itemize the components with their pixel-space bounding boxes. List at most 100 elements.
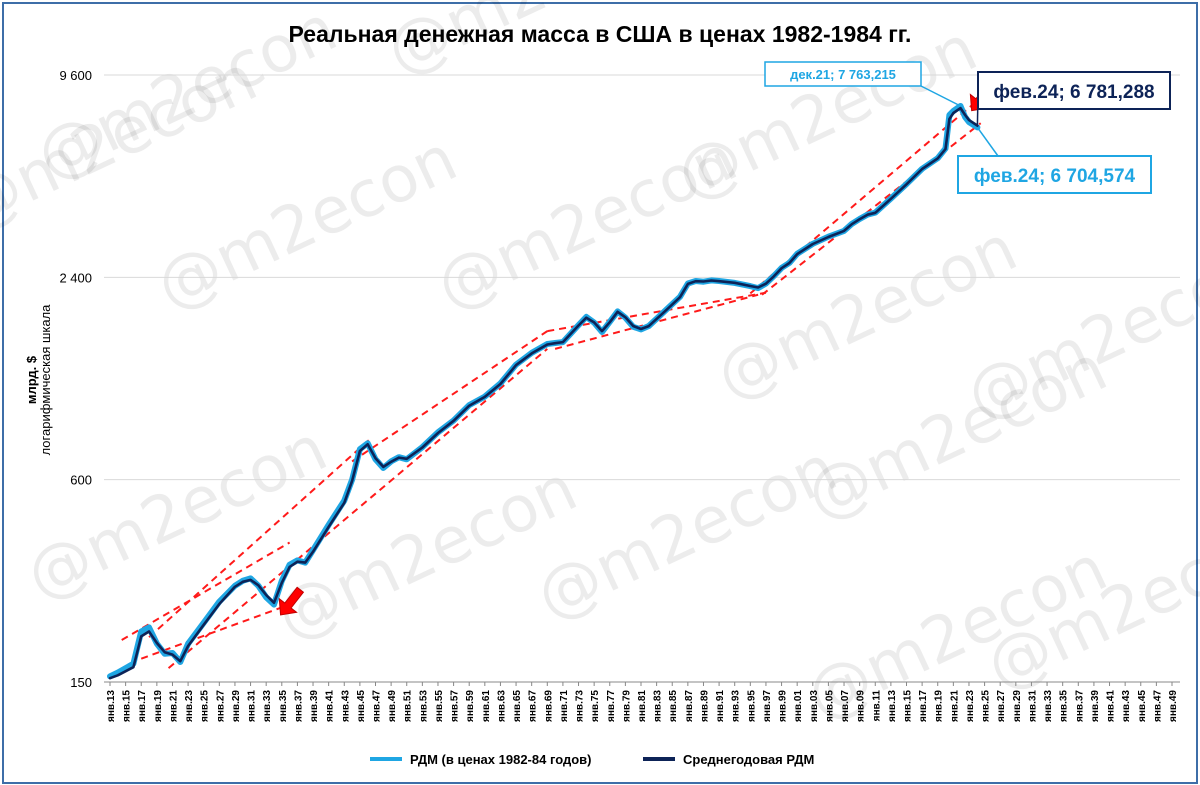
x-tick-label: янв.77: [606, 690, 617, 722]
x-tick-label: янв.27: [996, 690, 1007, 722]
x-tick-label: янв.47: [1152, 690, 1163, 722]
trend-line: [121, 541, 291, 641]
y-axis-label: млрд. $ логарифмическая шкала: [24, 304, 53, 456]
x-tick-label: янв.71: [559, 690, 570, 722]
x-tick-label: янв.47: [372, 690, 383, 722]
x-tick-label: янв.25: [981, 690, 992, 722]
x-tick-label: янв.09: [856, 690, 867, 722]
x-tick-label: янв.05: [824, 690, 835, 722]
x-tick-label: янв.31: [247, 690, 258, 722]
trend-line: [148, 436, 373, 638]
x-tick-label: янв.35: [1059, 690, 1070, 722]
x-tick-label: янв.95: [746, 690, 757, 722]
x-tick-label: янв.87: [684, 690, 695, 722]
x-tick-label: янв.99: [778, 690, 789, 722]
y-tick-label: 2 400: [59, 270, 92, 285]
y-axis-label-scale: логарифмическая шкала: [38, 304, 53, 456]
x-tick-label: янв.13: [887, 690, 898, 722]
legend-label-annual: Среднегодовая РДМ: [683, 752, 814, 767]
x-tick-label: янв.37: [1074, 690, 1085, 722]
x-tick-label: янв.27: [215, 690, 226, 722]
x-tick-label: янв.61: [481, 690, 492, 722]
x-tick-label: янв.07: [840, 690, 851, 722]
watermark-layer: @m2econ@m2econ@m2econ@m2econ@m2econ@m2ec…: [0, 0, 1200, 735]
watermark-text: @m2econ: [145, 122, 468, 325]
annotation-leader-dec21: [920, 85, 961, 107]
x-tick-label: янв.45: [356, 690, 367, 722]
y-tick-label: 9 600: [59, 68, 92, 83]
x-tick-label: янв.33: [1043, 690, 1054, 722]
x-tick-label: янв.49: [387, 690, 398, 722]
annotation-box-feb24-annual: [977, 71, 1171, 110]
x-tick-label: янв.23: [965, 690, 976, 722]
series-line-annual: [108, 106, 979, 680]
annotation-leader-feb24-rdm: [976, 126, 999, 157]
x-tick-label: янв.17: [918, 690, 929, 722]
x-tick-label: янв.49: [1168, 690, 1179, 722]
x-tick-label: янв.31: [1027, 690, 1038, 722]
x-tick-label: янв.73: [575, 690, 586, 722]
x-tick-label: янв.81: [637, 690, 648, 722]
x-tick-label: янв.15: [122, 690, 133, 722]
y-tick-label: 150: [70, 675, 92, 690]
x-tick-label: янв.39: [309, 690, 320, 722]
x-tick-label: янв.43: [1121, 690, 1132, 722]
x-tick-label: янв.35: [278, 690, 289, 722]
x-tick-label: янв.19: [934, 690, 945, 722]
x-tick-label: янв.89: [699, 690, 710, 722]
x-tick-label: янв.13: [106, 690, 117, 722]
y-axis-label-units: млрд. $: [24, 355, 39, 404]
x-tick-label: янв.91: [715, 690, 726, 722]
legend: РДМ (в ценах 1982-84 годов) Среднегодова…: [370, 752, 814, 767]
x-tick-label: янв.93: [731, 690, 742, 722]
annotation-label: фев.24; 6 781,288: [993, 82, 1154, 103]
x-tick-label: янв.83: [653, 690, 664, 722]
x-tick-label: янв.65: [512, 690, 523, 722]
x-tick-label: янв.33: [262, 690, 273, 722]
x-tick-labels: янв.13 янв.15 янв.17 янв.19 янв.21 янв.23 янв.…: [106, 682, 1179, 722]
x-tick-label: янв.79: [621, 690, 632, 722]
x-tick-label: янв.29: [231, 690, 242, 722]
trend-line: [351, 330, 548, 463]
legend-label-rdm: РДМ (в ценах 1982-84 годов): [410, 752, 591, 767]
x-tick-label: янв.23: [184, 690, 195, 722]
x-tick-label: янв.21: [949, 690, 960, 722]
x-tick-label: янв.01: [793, 690, 804, 722]
x-tick-label: янв.69: [543, 690, 554, 722]
annotation-box-feb24-rdm: [957, 155, 1152, 194]
x-tick-label: янв.75: [590, 690, 601, 722]
x-tick-label: янв.29: [1012, 690, 1023, 722]
annotation-label: дек.21; 7 763,215: [790, 67, 896, 82]
x-tick-label: янв.55: [434, 690, 445, 722]
x-tick-label: янв.17: [137, 690, 148, 722]
x-tick-label: янв.59: [465, 690, 476, 722]
x-tick-label: янв.85: [668, 690, 679, 722]
chart-title: Реальная денежная масса в США в ценах 19…: [289, 21, 912, 47]
trend-line: [167, 348, 548, 669]
x-tick-label: янв.21: [168, 690, 179, 722]
x-tick-label: янв.67: [528, 690, 539, 722]
x-tick-label: янв.03: [809, 690, 820, 722]
x-tick-label: янв.11: [871, 690, 882, 722]
series-layer: [107, 103, 981, 680]
x-tick-label: янв.51: [403, 690, 414, 722]
y-tick-labels: 9 600 2 400 600 150: [59, 68, 92, 690]
annotation-box-dec21: [764, 61, 922, 87]
x-tick-label: янв.37: [293, 690, 304, 722]
x-tick-label: янв.43: [340, 690, 351, 722]
x-tick-label: янв.63: [496, 690, 507, 722]
x-tick-label: янв.19: [153, 690, 164, 722]
x-tick-label: янв.53: [418, 690, 429, 722]
x-tick-label: янв.45: [1137, 690, 1148, 722]
watermark-text: @m2econ: [525, 432, 848, 635]
trend-line: [140, 603, 290, 660]
x-tick-label: янв.57: [450, 690, 461, 722]
x-tick-label: янв.41: [325, 690, 336, 722]
annotations: дек.21; 7 763,215 фев.24; 6 781,288 фев.24…: [278, 61, 1171, 616]
x-tick-label: янв.39: [1090, 690, 1101, 722]
x-tick-label: янв.41: [1106, 690, 1117, 722]
trend-line: [547, 291, 767, 333]
y-tick-label: 600: [70, 473, 92, 488]
